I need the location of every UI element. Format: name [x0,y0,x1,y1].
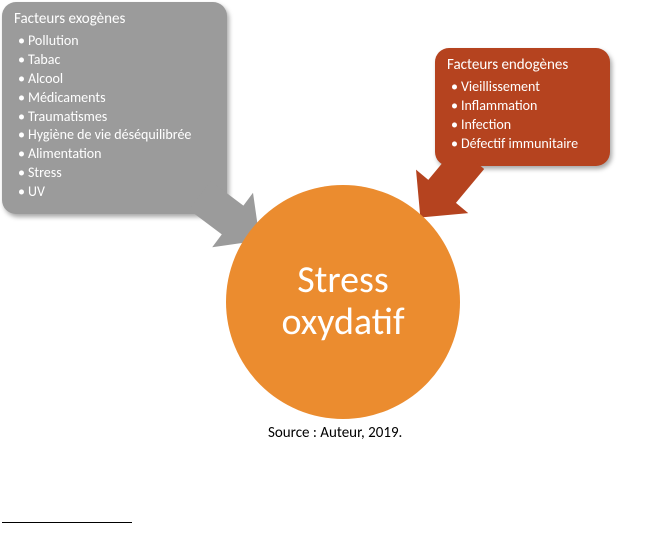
endogenous-factors-list: VieillissementInflammationInfectionDéfec… [447,78,598,154]
endogenous-factor-item: Vieillissement [451,78,598,97]
exogenous-factors-list: PollutionTabacAlcoolMédicamentsTraumatis… [14,32,215,202]
endogenous-factor-item: Infection [451,116,598,135]
right-arrow-icon [414,144,486,220]
exogenous-factor-item: Alcool [18,70,215,89]
source-caption: Source : Auteur, 2019. [268,424,402,442]
exogenous-factor-item: UV [18,183,215,202]
exogenous-factor-item: Tabac [18,51,215,70]
endogenous-factors-title: Facteurs endogènes [447,56,598,74]
exogenous-factors-title: Facteurs exogènes [14,10,215,28]
endogenous-factor-item: Inflammation [451,97,598,116]
circle-line2: oxydatif [281,299,404,345]
central-circle-label: Stress oxydatif [281,260,404,344]
central-circle: Stress oxydatif [226,185,460,419]
footer-divider [2,522,132,523]
exogenous-factor-item: Médicaments [18,89,215,108]
exogenous-factor-item: Hygiène de vie déséquilibrée [18,126,215,145]
circle-line1: Stress [297,257,389,303]
exogenous-factor-item: Traumatismes [18,108,215,127]
exogenous-factor-item: Pollution [18,32,215,51]
exogenous-factor-item: Alimentation [18,145,215,164]
exogenous-factor-item: Stress [18,164,215,183]
